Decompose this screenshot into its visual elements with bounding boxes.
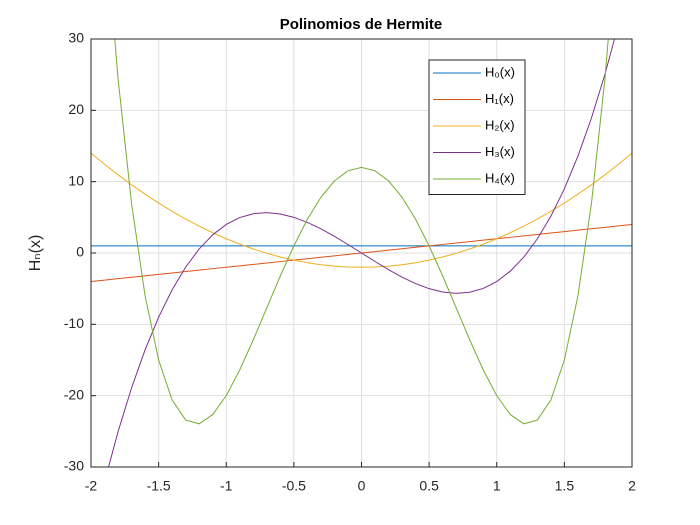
x-tick-label: 0 (358, 478, 366, 494)
y-tick-label: 10 (68, 172, 84, 188)
y-axis-label: Hₙ(x) (27, 235, 44, 272)
chart-title: Polinomios de Hermite (280, 16, 443, 33)
legend-label: H₃(x) (485, 144, 515, 159)
legend: H₀(x) H₁(x) H₂(x) H₃(x) H₄(x) (428, 59, 526, 195)
lines (91, 39, 632, 467)
legend-label: H₄(x) (485, 170, 515, 185)
legend-label: H₂(x) (485, 117, 515, 132)
x-tick-label: -1.5 (147, 478, 171, 494)
x-tick-label: -1 (220, 478, 233, 494)
x-tick-label: -0.5 (282, 478, 306, 494)
y-tick-label: -10 (64, 315, 84, 331)
series-line (108, 39, 616, 467)
y-tick-label: -20 (64, 386, 84, 402)
x-tick-label: 0.5 (419, 478, 439, 494)
x-tick-label: -2 (85, 478, 98, 494)
series-line (91, 152, 632, 268)
legend-label: H₁(x) (485, 91, 514, 106)
y-tick-label: -30 (64, 458, 84, 474)
legend-label: H₀(x) (485, 64, 515, 79)
y-tick-label: 20 (68, 101, 84, 117)
x-tick-label: 1 (493, 478, 501, 494)
x-tick-label: 2 (628, 478, 636, 494)
legend-box (428, 59, 526, 195)
y-tick-label: 0 (76, 244, 84, 260)
y-tick-label: 30 (68, 30, 84, 46)
x-tick-label: 1.5 (555, 478, 575, 494)
series-line (114, 39, 609, 425)
